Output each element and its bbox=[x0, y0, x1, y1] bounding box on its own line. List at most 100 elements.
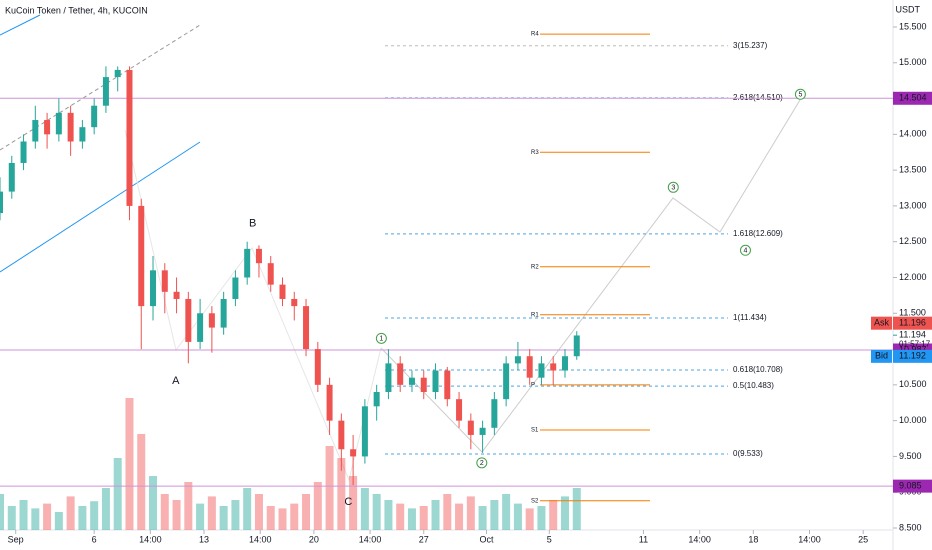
candle-body bbox=[102, 77, 109, 106]
volume-bar bbox=[231, 500, 240, 530]
volume-bar bbox=[125, 398, 134, 530]
y-tick-label: 15.000 bbox=[899, 57, 927, 67]
volume-bar bbox=[360, 488, 369, 530]
candle-body bbox=[550, 363, 557, 371]
fib-label: 3(15.237) bbox=[733, 41, 768, 50]
bid-name: Bid bbox=[875, 351, 888, 361]
candle-body bbox=[538, 363, 545, 378]
candle-body bbox=[361, 406, 368, 457]
bid-name-box bbox=[871, 349, 892, 363]
volume-bar bbox=[313, 482, 322, 530]
candle-body bbox=[373, 392, 380, 407]
y-tick-label: 15.500 bbox=[899, 21, 927, 31]
x-tick-label: 11 bbox=[639, 534, 648, 544]
volume-bar bbox=[455, 503, 464, 530]
wave-path bbox=[124, 129, 382, 482]
candle-body bbox=[397, 363, 404, 385]
candle-body bbox=[503, 363, 510, 400]
candle-body bbox=[385, 363, 392, 393]
price-label-box bbox=[893, 91, 932, 105]
volume-bar bbox=[7, 506, 16, 530]
channel-line bbox=[0, 14, 41, 36]
price-label: 9.085 bbox=[899, 481, 922, 491]
pivot-label: S1 bbox=[531, 428, 539, 434]
candle-body bbox=[138, 205, 145, 307]
volume-bar bbox=[572, 488, 581, 530]
candle-body bbox=[185, 298, 192, 342]
volume-bar bbox=[19, 500, 28, 530]
volume-bar bbox=[407, 508, 416, 530]
candle-body bbox=[20, 141, 27, 163]
candle-body bbox=[514, 356, 521, 364]
pivot-label: R2 bbox=[531, 264, 539, 270]
volume-bar bbox=[478, 506, 487, 530]
fib-label: 1(11.434) bbox=[733, 313, 767, 322]
candle-body bbox=[456, 399, 463, 421]
candle-body bbox=[197, 313, 204, 342]
candle-body bbox=[491, 399, 498, 428]
y-tick-label: 9.500 bbox=[899, 451, 922, 461]
volume-bar bbox=[325, 446, 334, 530]
volume-bar bbox=[254, 494, 263, 530]
x-tick-label: 6 bbox=[92, 534, 97, 544]
x-tick-label: 13 bbox=[199, 534, 209, 544]
volume-bar bbox=[396, 503, 405, 530]
volume-bar bbox=[160, 494, 169, 530]
wave-circle bbox=[739, 244, 751, 256]
candle-body bbox=[244, 248, 251, 278]
wave-number: 3 bbox=[671, 185, 675, 192]
candle-body bbox=[220, 298, 227, 328]
candle-body bbox=[326, 384, 333, 421]
y-tick-label: 13.000 bbox=[899, 200, 927, 210]
candle-body bbox=[467, 420, 474, 435]
candle-body bbox=[8, 162, 15, 192]
candle-body bbox=[67, 112, 74, 142]
wave-number: 2 bbox=[480, 460, 484, 467]
candle-body bbox=[303, 306, 310, 350]
y-tick-label: 12.500 bbox=[899, 236, 927, 246]
candle-body bbox=[432, 370, 439, 393]
volume-bar bbox=[172, 500, 181, 530]
ask-name: Ask bbox=[874, 318, 890, 328]
candle-body bbox=[408, 377, 415, 385]
fib-label: 0(9.533) bbox=[733, 449, 763, 458]
candle-body bbox=[0, 191, 3, 214]
candle-body bbox=[561, 356, 568, 371]
candle-body bbox=[279, 284, 286, 299]
x-tick-label: 20 bbox=[309, 534, 319, 544]
volume-bar bbox=[149, 476, 158, 530]
candle-body bbox=[232, 277, 239, 299]
volume-bar bbox=[278, 508, 287, 530]
last-price: 11.194 bbox=[899, 330, 926, 340]
volume-bar bbox=[90, 501, 99, 530]
volume-bar bbox=[219, 506, 228, 530]
wave-path bbox=[380, 99, 801, 453]
volume-bar bbox=[290, 503, 299, 530]
bid-value-box bbox=[893, 349, 932, 363]
wave-label: A bbox=[172, 375, 180, 387]
volume-bar bbox=[184, 482, 193, 530]
x-tick-label: 14:00 bbox=[249, 534, 272, 544]
candle-body bbox=[314, 349, 321, 385]
x-tick-label: 14:00 bbox=[139, 534, 162, 544]
volume-bar bbox=[560, 496, 569, 530]
candle-body bbox=[350, 449, 357, 457]
currency: USDT bbox=[896, 4, 921, 14]
volume-bar bbox=[419, 506, 428, 530]
volume-bar bbox=[513, 503, 522, 530]
y-tick-label: 12.000 bbox=[899, 272, 927, 282]
volume-bar bbox=[101, 488, 110, 530]
candle-body bbox=[444, 370, 451, 400]
volume-bar bbox=[54, 512, 63, 530]
x-tick-label: 5 bbox=[547, 534, 552, 544]
candle-body bbox=[32, 120, 39, 142]
channel-line bbox=[0, 141, 201, 273]
x-tick-label: 27 bbox=[419, 534, 429, 544]
trend-line bbox=[0, 24, 201, 151]
candle-body bbox=[126, 69, 133, 206]
ask-value: 11.196 bbox=[899, 318, 926, 328]
volume-bar bbox=[266, 506, 275, 530]
volume-bar bbox=[443, 494, 452, 530]
price-label: 14.504 bbox=[899, 93, 927, 103]
volume-bar bbox=[78, 506, 87, 530]
